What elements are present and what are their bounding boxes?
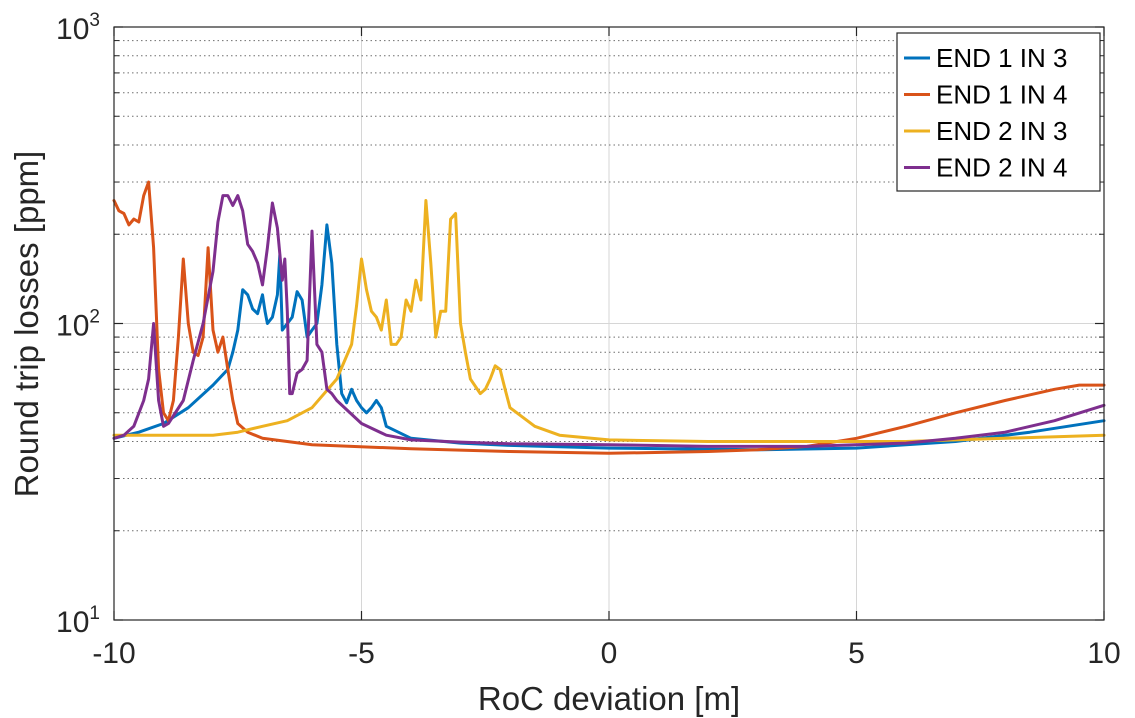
legend-label-2: END 1 IN 4 [936, 80, 1068, 110]
legend: END 1 IN 3 END 1 IN 4 END 2 IN 3 END 2 IN 4 [896, 32, 1101, 192]
x-tick-labels: -10 -5 0 5 10 [92, 637, 1120, 670]
ticks [113, 26, 1105, 621]
x-tick-label: -10 [92, 637, 135, 670]
y-tick-label: 101 [56, 603, 100, 639]
y-tick-label: 103 [56, 10, 100, 46]
legend-box [896, 32, 1101, 192]
x-tick-label: 0 [601, 637, 618, 670]
x-tick-label: -5 [348, 637, 375, 670]
y-tick-label-base: 10 [56, 13, 89, 46]
y-tick-label-base: 10 [56, 310, 89, 343]
y-tick-label-exponent: 3 [89, 10, 100, 31]
legend-label-3: END 2 IN 3 [936, 116, 1068, 146]
series-line-4 [112, 194, 1106, 448]
y-tick-label-base: 10 [56, 606, 89, 639]
series-line-1 [112, 223, 1106, 452]
y-tick-label-exponent: 2 [89, 307, 100, 328]
y-tick-label-exponent: 1 [89, 603, 100, 624]
y-tick-label: 102 [56, 307, 100, 343]
x-tick-label: 10 [1087, 637, 1120, 670]
y-axis-title: Round trip losses [ppm] [8, 151, 45, 498]
series-lines [112, 180, 1106, 455]
series-line-3 [112, 199, 1106, 443]
legend-label-4: END 2 IN 4 [936, 153, 1068, 183]
x-axis-title: RoC deviation [m] [478, 680, 740, 717]
x-tick-label: 5 [848, 637, 865, 670]
legend-label-1: END 1 IN 3 [936, 43, 1068, 73]
